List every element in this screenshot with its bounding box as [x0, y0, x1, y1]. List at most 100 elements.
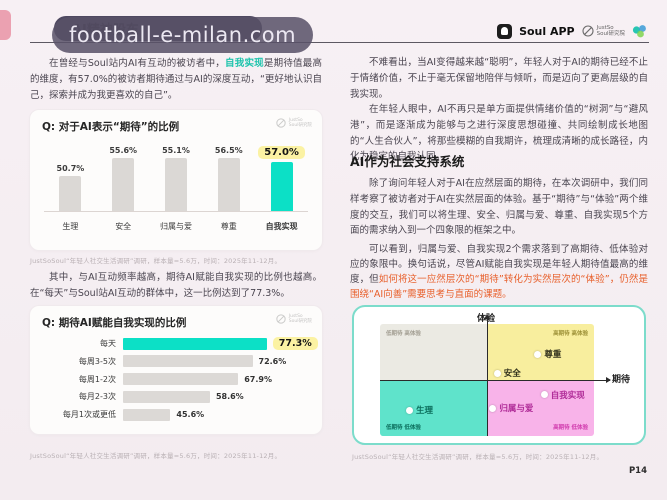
paragraph-1-text-cont: 是期待值最高的维度，有57.0%的被访者期待通过与AI的深度互动，“更好地认识自… [30, 58, 322, 101]
chart1-plot-area: 50.7% 55.6% 55.1% 56.5% 57.0% [44, 146, 308, 212]
point-dot [405, 406, 413, 414]
point-label: 归属与爱 [499, 404, 534, 414]
quadrant-plot-area: 低期待 高体验 高期待 高体验低期待 低体验 高期待 低体验 生理 安全 尊重归属与爱 自我… [380, 314, 611, 436]
paragraph-5: 除了询问年轻人对于AI在应然层面的期待，在本次调研中，我们同样考察了被访者对于A… [350, 178, 648, 237]
bar-category-label: 安全 [115, 222, 132, 231]
stamp-label-line1: JustSo [288, 118, 303, 123]
bar-row: 每周3-5次 72.6% [42, 354, 314, 369]
institute-logo: JustSo Soul研究院 [582, 25, 625, 38]
bar-value-label: 50.7% [56, 163, 85, 173]
soul-ghost-glyph [501, 27, 509, 35]
stamp-label-line1: JustSo [288, 314, 303, 319]
paragraph-2: 其中，与AI互动频率越高，期待AI赋能自我实现的比例也越高。在“每天”与Soul… [30, 272, 322, 299]
quadrant-point: 尊重 [534, 348, 561, 360]
butterfly-icon [632, 24, 646, 37]
bar-group: 55.1% [150, 146, 203, 211]
circle-slash-icon [582, 25, 594, 37]
chart1-source: JustSoSoul“年轻人社交生活调研”调研，样本量=5.6万，时间：2025… [30, 257, 282, 265]
frequency-bar-chart-card: Q: 期待AI赋能自我实现的比例 JustSo Soul研究院 每天 77.3% 每… [30, 306, 322, 434]
stamp-label: JustSo Soul研究院 [289, 314, 312, 324]
chart2-title: Q: 期待AI赋能自我实现的比例 [42, 317, 187, 329]
bar-category-label: 自我实现 [265, 222, 298, 231]
bar-category-label: 每月2-3次 [78, 392, 116, 402]
bar-category-label: 尊重 [220, 222, 237, 231]
quadrant-corner-label: 高期待 高体验 [553, 331, 588, 337]
bar [164, 158, 187, 211]
quadrant-br: 高期待 低体验 [487, 380, 594, 436]
point-dot [534, 350, 542, 358]
bar-row: 每月1次或更低 45.6% [42, 407, 314, 422]
bar-value-label: 45.6% [176, 410, 205, 419]
bar-category-label: 生理 [62, 222, 79, 231]
edge-artifact-mark [0, 10, 11, 40]
bar [217, 158, 240, 211]
bar [123, 337, 267, 350]
header-logos: Soul APP JustSo Soul研究院 [497, 22, 648, 40]
chart3-source: JustSoSoul“年轻人社交生活调研”调研，样本量=5.6万，时间：2025… [352, 453, 604, 461]
paragraph-1-text: 在曾经与Soul站内AI有互动的被访者中， [49, 58, 226, 69]
page-number: P14 [628, 466, 647, 476]
bar [123, 373, 239, 385]
bar-category-label: 每周3-5次 [78, 356, 116, 366]
chart2-rows: 每天 77.3% 每周3-5次 72.6% 每周1-2次 67.9% 每月2-3次 58.6%… [42, 336, 318, 422]
paragraph-6: 可以看到，归属与爱、自我实现2个需求落到了高期待、低体验对应的象限中。换句话说，… [350, 242, 648, 302]
bar [123, 390, 210, 403]
bar-category-label: 每月1次或更低 [62, 410, 116, 419]
bar-value-label: 58.6% [215, 392, 244, 402]
bar-group: 50.7% [44, 146, 97, 211]
bar-value-label: 55.1% [162, 146, 190, 155]
x-axis-line [380, 376, 611, 383]
bar [270, 162, 293, 211]
bar-category-label: 每周1-2次 [78, 374, 116, 384]
quadrant-point: 自我实现 [540, 389, 585, 401]
watermark-text: football-e-milan.com [69, 23, 297, 47]
bar-category-label: 归属与爱 [159, 222, 192, 231]
chart2-source: JustSoSoul“年轻人社交生活调研”调研，样本量=5.6万，时间：2025… [30, 452, 282, 460]
header-divider [30, 42, 649, 43]
soul-app-icon [497, 23, 513, 39]
bar-category-label: 每天 [100, 339, 116, 348]
x-axis-label: 期待 [612, 375, 631, 385]
bar-group: 56.5% [202, 146, 255, 211]
bar-value-label: 72.6% [258, 356, 287, 366]
quadrant-bl: 低期待 低体验 [380, 380, 487, 436]
bar-group: 57.0% [255, 146, 308, 211]
bar [123, 408, 171, 421]
bar-value-label: 77.3% [272, 337, 318, 350]
expectation-bar-chart-card: Q: 对于AI表示“期待”的比例 JustSo Soul研究院 50.7% 55.… [30, 110, 322, 250]
bar-row: 每天 77.3% [42, 336, 318, 351]
institute-label-line2: Soul研究院 [596, 31, 625, 37]
institute-label-line1: JustSo [596, 24, 614, 31]
chart1-title: Q: 对于AI表示“期待”的比例 [42, 121, 180, 133]
circle-slash-icon [276, 118, 286, 128]
point-label: 安全 [503, 369, 521, 380]
institute-label: JustSo Soul研究院 [597, 25, 625, 38]
quadrant-point: 安全 [493, 367, 521, 380]
y-axis-line [483, 314, 490, 436]
quadrant-corner-label: 低期待 低体验 [386, 425, 421, 431]
quadrant-point: 生理 [405, 404, 433, 416]
quadrant-corner-label: 低期待 高体验 [386, 331, 421, 337]
paragraph-6-text: 可以看到，归属与爱、自我实现2个需求落到了高期待、低体验对应的象限中。换句话说，… [350, 244, 648, 285]
point-label: 自我实现 [550, 390, 585, 401]
bar-value-label: 57.0% [258, 146, 305, 159]
paragraph-3: 不难看出，当AI变得越来越“聪明”，年轻人对于AI的期待已经不止于情绪价值，不止… [350, 57, 648, 100]
quadrant-tl: 低期待 高体验 [380, 324, 487, 380]
point-dot [540, 391, 548, 399]
point-label: 尊重 [544, 350, 562, 361]
paragraph-1-highlight: 自我实现 [225, 58, 264, 69]
quadrant-point: 归属与爱 [489, 402, 533, 414]
bar-value-label: 56.5% [214, 146, 243, 155]
circle-slash-icon [276, 314, 286, 324]
section-heading: AI作为社会支持系统 [350, 154, 465, 169]
bar [123, 355, 253, 368]
chart1-category-axis: 生理 安全 归属与爱 尊重 自我实现 [44, 221, 308, 232]
bar-value-label: 67.9% [244, 374, 272, 384]
paragraph-1: 在曾经与Soul站内AI有互动的被访者中，自我实现是期待值最高的维度，有57.0… [30, 56, 322, 103]
point-dot [489, 404, 497, 412]
bar [59, 175, 82, 211]
paragraph-6-highlight: 如何将这一应然层次的“期待”转化为实然层次的“体验”，仍然是围绕“AI向善”需要… [350, 274, 648, 300]
stamp-label: JustSo Soul研究院 [289, 118, 312, 128]
bar-value-label: 55.6% [109, 146, 138, 155]
